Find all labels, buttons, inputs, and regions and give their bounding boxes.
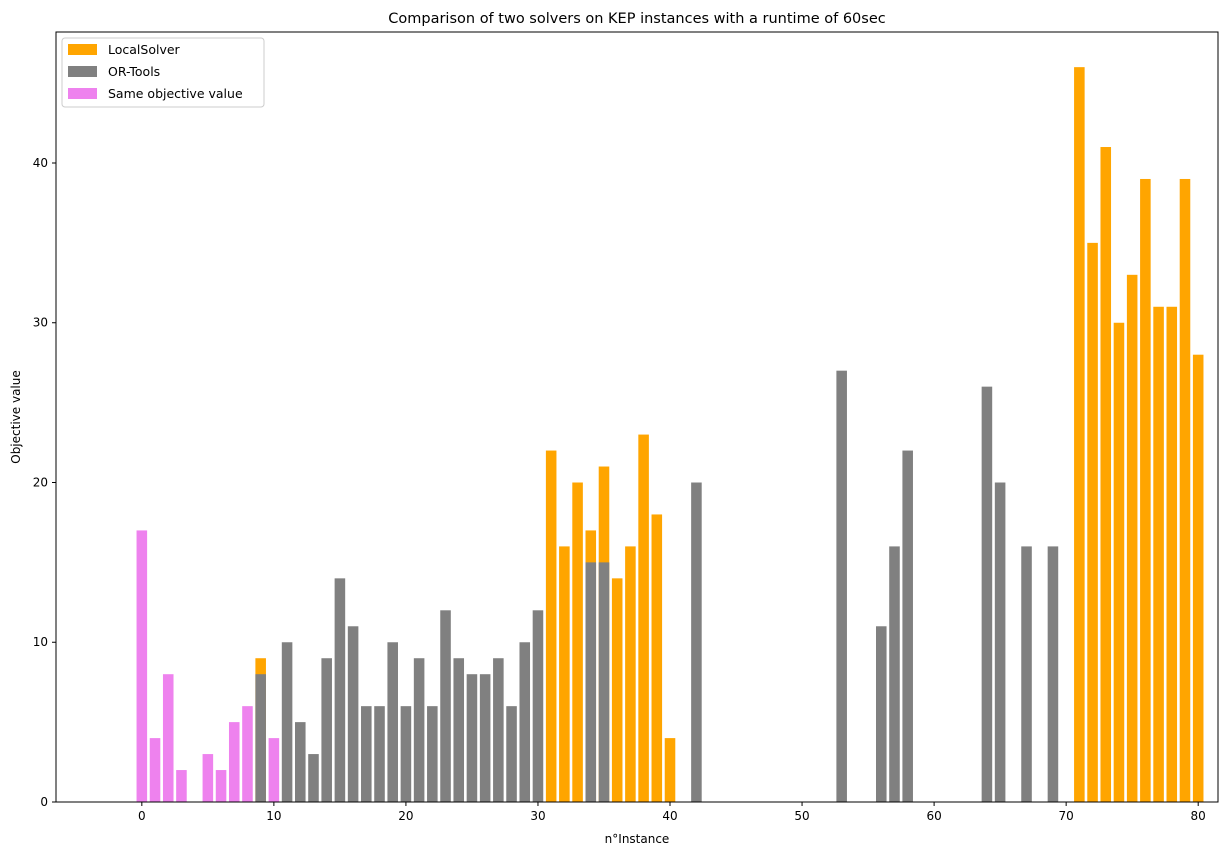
bar-localsolver-74: [1113, 322, 1125, 802]
x-tick-label-30: 30: [530, 809, 545, 823]
bar-or-tools-26: [479, 674, 491, 802]
bar-or-tools-19: [387, 642, 398, 802]
bar-or-tools-42: [691, 482, 702, 802]
bar-or-tools-25: [466, 674, 478, 802]
x-tick-label-50: 50: [794, 809, 809, 823]
legend-label-localsolver: LocalSolver: [108, 42, 181, 57]
bar-same-objective-value-10: [268, 738, 280, 802]
bar-localsolver-78: [1166, 306, 1178, 802]
bar-localsolver-75: [1126, 274, 1138, 802]
y-tick-label-40: 40: [33, 156, 48, 170]
bar-or-tools-27: [493, 658, 504, 802]
bar-or-tools-14: [321, 658, 332, 802]
bar-or-tools-29: [519, 642, 531, 802]
bar-localsolver-71: [1074, 67, 1085, 802]
x-tick-label-80: 80: [1191, 809, 1206, 823]
bar-or-tools-16: [347, 626, 359, 802]
x-axis: 0 10 20 30 40 50 60 70 80: [138, 802, 1206, 823]
bar-same-objective-value-0: [136, 530, 148, 802]
bar-or-tools-28: [506, 706, 517, 802]
legend-swatch-localsolver: [68, 44, 97, 55]
bar-or-tools-24: [453, 658, 465, 802]
bar-localsolver-39: [651, 514, 663, 802]
bar-or-tools-69: [1047, 546, 1059, 802]
bar-or-tools-21: [413, 658, 425, 802]
bar-or-tools-23: [440, 610, 451, 802]
bar-localsolver-33: [572, 482, 583, 802]
bar-same-objective-value-2: [162, 674, 174, 802]
bar-localsolver-32: [559, 546, 570, 802]
bar-or-tools-57: [889, 546, 900, 802]
legend-label-or-tools: OR-Tools: [108, 64, 160, 79]
x-tick-label-0: 0: [138, 809, 146, 823]
bar-same-objective-value-8: [242, 706, 253, 802]
y-axis-label: Objective value: [9, 370, 23, 464]
bar-localsolver-37: [625, 546, 636, 802]
bar-or-tools-15: [334, 578, 346, 802]
legend: LocalSolver OR-Tools Same objective valu…: [61, 37, 265, 108]
bar-localsolver-76: [1140, 178, 1151, 803]
chart-title: Comparison of two solvers on KEP instanc…: [388, 11, 885, 27]
bar-or-tools-9: [255, 674, 266, 802]
y-tick-label-20: 20: [33, 475, 48, 489]
bar-localsolver-31: [545, 450, 557, 802]
legend-swatch-same-objective: [68, 88, 97, 99]
bar-or-tools-56: [876, 626, 887, 802]
bar-localsolver-77: [1153, 306, 1164, 802]
bar-or-tools-58: [902, 450, 913, 802]
legend-label-same-objective: Same objective value: [108, 86, 243, 101]
x-tick-label-60: 60: [926, 809, 941, 823]
bar-or-tools-30: [532, 610, 544, 802]
bar-same-objective-value-7: [228, 722, 240, 802]
bar-or-tools-13: [308, 754, 319, 802]
bars-group: [136, 67, 1204, 803]
x-tick-label-40: 40: [662, 809, 677, 823]
bar-localsolver-79: [1179, 178, 1191, 803]
bar-or-tools-12: [295, 722, 306, 802]
y-tick-label-10: 10: [33, 635, 48, 649]
x-tick-label-10: 10: [266, 809, 281, 823]
bar-localsolver-80: [1192, 354, 1204, 802]
bar-same-objective-value-6: [215, 770, 227, 802]
bar-or-tools-18: [374, 706, 385, 802]
bar-or-tools-11: [281, 642, 293, 802]
bar-or-tools-17: [361, 706, 372, 802]
x-tick-label-20: 20: [398, 809, 413, 823]
bar-localsolver-72: [1087, 242, 1098, 802]
bar-or-tools-65: [994, 482, 1006, 802]
bar-or-tools-53: [836, 370, 847, 802]
bar-or-tools-34: [585, 562, 597, 802]
y-tick-label-0: 0: [40, 795, 48, 809]
bar-localsolver-73: [1100, 147, 1112, 802]
legend-box: [61, 37, 265, 108]
bar-localsolver-40: [664, 738, 676, 802]
bar-same-objective-value-5: [202, 754, 214, 802]
x-axis-label: n°Instance: [605, 832, 670, 846]
x-tick-label-70: 70: [1059, 809, 1074, 823]
bar-or-tools-20: [400, 706, 412, 802]
plot-frame: [55, 31, 1219, 803]
bar-same-objective-value-1: [149, 738, 161, 802]
legend-swatch-or-tools: [68, 66, 97, 77]
bar-or-tools-67: [1021, 546, 1032, 802]
bar-or-tools-35: [598, 562, 610, 802]
bar-localsolver-38: [638, 434, 649, 802]
bar-same-objective-value-3: [176, 770, 187, 802]
bar-localsolver-36: [611, 578, 623, 802]
bar-or-tools-64: [981, 386, 993, 802]
y-axis: 0 10 20 30 40: [33, 156, 56, 809]
bar-or-tools-22: [427, 706, 438, 802]
y-tick-label-30: 30: [33, 316, 48, 330]
